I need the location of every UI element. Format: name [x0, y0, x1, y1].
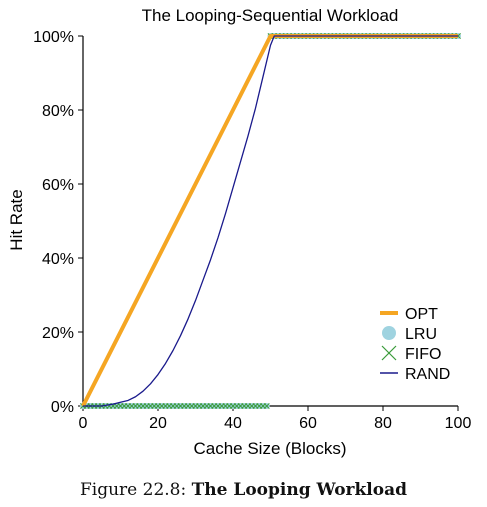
- legend-swatch: [382, 326, 396, 340]
- x-tick-label: 0: [79, 415, 88, 432]
- rand-line: [83, 35, 458, 407]
- x-tick-label: 80: [374, 415, 392, 432]
- series-group: [80, 33, 461, 409]
- legend-item-rand: RAND: [380, 366, 450, 383]
- legend-swatch: [381, 345, 397, 361]
- y-tick-label: 80%: [42, 103, 74, 120]
- chart: The Looping-Sequential Workload 0 20 40 60 8…: [7, 6, 471, 458]
- legend-item-fifo: FIFO: [381, 345, 441, 363]
- legend: OPT LRU FIFO RAND: [380, 306, 450, 383]
- caption-prefix: Figure 22.8:: [79, 480, 187, 500]
- caption-title: The Looping Workload: [191, 480, 407, 500]
- axes-group: [78, 35, 459, 411]
- legend-item-opt: OPT: [380, 306, 438, 323]
- legend-label: RAND: [405, 366, 450, 383]
- chart-title: The Looping-Sequential Workload: [142, 6, 399, 25]
- figure-caption: Figure 22.8: The Looping Workload: [0, 480, 487, 500]
- legend-label: FIFO: [405, 346, 441, 363]
- opt-line: [81, 34, 458, 407]
- legend-item-lru: LRU: [382, 326, 437, 343]
- x-tick-label: 20: [149, 415, 167, 432]
- x-tick-label: 100: [445, 415, 472, 432]
- legend-label: OPT: [405, 306, 438, 323]
- y-tick-label: 40%: [42, 251, 74, 268]
- y-tick-label: 100%: [33, 29, 74, 46]
- y-tick-label: 0%: [51, 399, 74, 416]
- legend-label: LRU: [405, 326, 437, 343]
- tick-labels-group: 0 20 40 60 80 100 0% 20% 40% 60% 80% 100%: [33, 29, 471, 432]
- x-tick-label: 40: [224, 415, 242, 432]
- fifo-point: [263, 403, 270, 409]
- y-tick-label: 20%: [42, 325, 74, 342]
- x-axis-label: Cache Size (Blocks): [193, 439, 346, 458]
- x-tick-label: 60: [299, 415, 317, 432]
- y-tick-label: 60%: [42, 177, 74, 194]
- y-axis-label: Hit Rate: [7, 189, 26, 250]
